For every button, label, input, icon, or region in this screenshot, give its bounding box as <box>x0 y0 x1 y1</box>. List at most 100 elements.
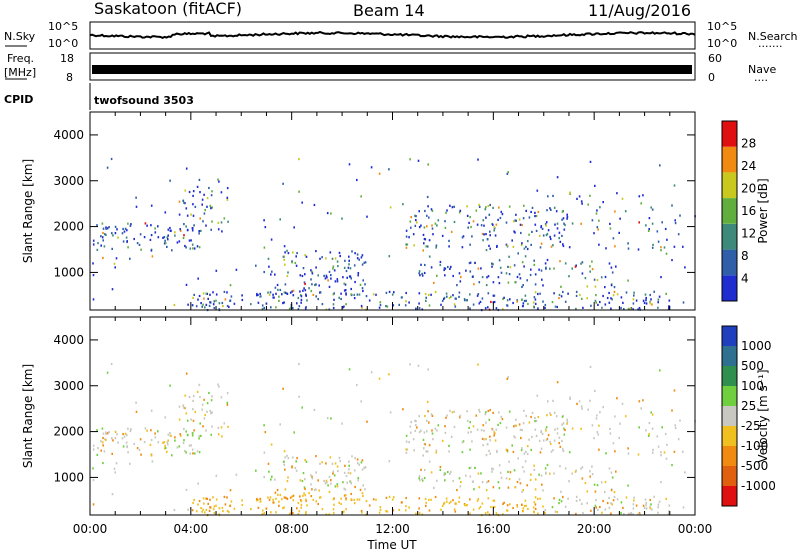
velocity-cell <box>469 498 471 501</box>
power-cell <box>558 297 560 300</box>
velocity-cell <box>586 490 589 493</box>
velocity-cell <box>497 481 500 484</box>
velocity-cell <box>478 408 480 411</box>
power-cell <box>356 257 359 260</box>
velocity-cell <box>475 414 478 417</box>
colorbar-swatch <box>722 406 737 426</box>
velocity-cell <box>677 438 680 441</box>
power-cell <box>604 275 607 279</box>
power-cell <box>157 225 159 228</box>
power-cell <box>595 212 598 215</box>
power-cell <box>302 289 304 292</box>
power-cell <box>649 300 651 303</box>
power-cell <box>92 298 95 301</box>
velocity-cell <box>522 489 524 492</box>
velocity-cell <box>558 436 561 439</box>
velocity-cell <box>627 447 629 450</box>
power-cell <box>468 221 470 224</box>
power-cell <box>475 209 478 212</box>
power-cell <box>642 299 645 302</box>
power-cell <box>627 242 629 245</box>
freq-unit-label: [MHz] <box>4 66 36 79</box>
power-cell <box>229 284 232 287</box>
velocity-cell <box>410 431 412 434</box>
velocity-cell <box>304 512 307 515</box>
velocity-cell <box>471 440 473 443</box>
velocity-cell <box>345 508 347 511</box>
power-cell <box>562 244 565 248</box>
power-cell <box>651 208 654 211</box>
velocity-cell <box>192 419 195 422</box>
power-cell <box>106 227 109 230</box>
velocity-cell <box>342 481 344 484</box>
velocity-cell <box>521 466 524 469</box>
power-cell <box>303 281 306 284</box>
power-cell <box>469 243 471 246</box>
velocity-cell <box>575 499 578 502</box>
power-cell <box>298 158 300 161</box>
power-cell <box>538 234 541 237</box>
power-cell <box>629 307 632 310</box>
velocity-cell <box>638 400 641 403</box>
velocity-cell <box>506 377 509 380</box>
power-cell <box>489 234 491 237</box>
velocity-cell <box>521 490 523 493</box>
power-cell <box>313 203 316 207</box>
power-cell <box>415 219 417 222</box>
velocity-cell <box>408 441 410 444</box>
power-cell <box>530 210 532 214</box>
velocity-cell <box>356 383 358 387</box>
colorbar-tick-label: 24 <box>741 159 756 173</box>
velocity-cell <box>503 501 505 504</box>
velocity-cell <box>653 495 655 498</box>
power-cell <box>482 239 484 242</box>
xtick-label: 16:00 <box>476 522 511 536</box>
power-cell <box>301 274 304 278</box>
power-cell <box>458 291 461 294</box>
power-cell <box>422 233 425 236</box>
velocity-cell <box>360 509 363 513</box>
power-cell <box>215 299 217 302</box>
power-cell <box>391 293 394 296</box>
velocity-cell <box>398 508 400 511</box>
power-cell <box>286 292 289 295</box>
velocity-cell <box>138 448 141 451</box>
power-cell <box>213 306 216 310</box>
velocity-cell <box>426 450 429 453</box>
velocity-cell <box>423 447 425 450</box>
velocity-cell <box>284 456 286 459</box>
velocity-cell <box>304 494 307 497</box>
power-cell <box>418 272 420 275</box>
power-cell <box>519 277 522 280</box>
velocity-cell <box>298 395 300 398</box>
velocity-cell <box>584 482 587 485</box>
velocity-cell <box>450 435 453 438</box>
velocity-cell <box>507 470 509 473</box>
power-cell <box>602 201 604 204</box>
power-cell <box>122 227 124 231</box>
power-cell <box>205 292 207 295</box>
power-cell <box>467 226 469 229</box>
power-cell <box>594 285 597 288</box>
power-cell <box>162 236 164 239</box>
power-cell <box>618 231 620 234</box>
velocity-cell <box>198 437 200 440</box>
power-cell <box>459 209 462 212</box>
power-cell <box>540 225 543 228</box>
power-cell <box>611 298 613 301</box>
velocity-cell <box>344 488 347 491</box>
power-cell <box>550 245 553 248</box>
power-cell <box>460 275 462 279</box>
power-cell <box>356 178 358 182</box>
power-cell <box>578 195 581 198</box>
power-cell <box>514 219 516 222</box>
velocity-cell <box>305 499 307 502</box>
power-cell <box>500 210 503 213</box>
velocity-cell <box>424 443 427 446</box>
velocity-cell <box>521 503 523 506</box>
power-cell <box>388 255 391 258</box>
power-cell <box>421 274 424 277</box>
power-cell <box>343 289 346 292</box>
velocity-cell <box>562 449 565 453</box>
power-cell <box>425 245 427 248</box>
